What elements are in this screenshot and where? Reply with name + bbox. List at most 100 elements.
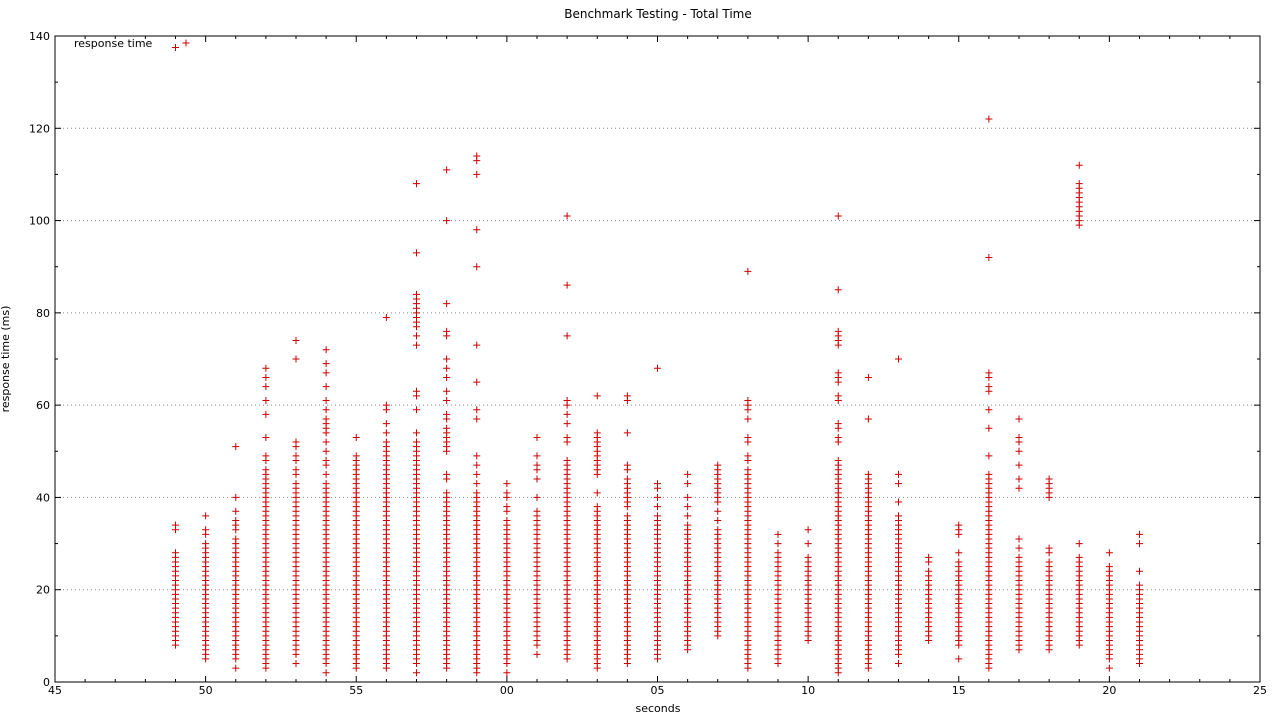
data-point [834, 212, 842, 220]
data-point [744, 415, 752, 423]
gridlines [55, 127, 1260, 591]
data-point [322, 669, 330, 677]
legend-marker [182, 39, 190, 47]
x-tick-label: 20 [1102, 684, 1116, 697]
data-point [864, 373, 872, 381]
data-point [1015, 438, 1023, 446]
data-point [292, 355, 300, 363]
data-point [563, 410, 571, 418]
x-tick-label: 10 [801, 684, 815, 697]
data-point [202, 530, 210, 538]
data-point [292, 470, 300, 478]
data-point [834, 378, 842, 386]
data-point [864, 664, 872, 672]
data-point [1136, 567, 1143, 575]
data-point [443, 447, 451, 455]
data-point [563, 420, 571, 428]
data-point [684, 646, 692, 654]
data-point [1015, 475, 1023, 483]
data-point [985, 387, 993, 395]
x-axis-label: seconds [636, 702, 681, 715]
data-point [684, 493, 692, 501]
data-point [533, 475, 541, 483]
data-point [895, 650, 902, 658]
data-point [563, 281, 571, 289]
data-point [262, 664, 270, 672]
data-point [413, 669, 420, 677]
data-point [413, 406, 420, 414]
data-point [714, 517, 722, 524]
data-point [262, 364, 270, 372]
data-point [774, 530, 782, 538]
data-point [503, 493, 511, 501]
data-point [262, 397, 270, 405]
data-point [684, 470, 692, 478]
data-point [322, 461, 330, 469]
x-tick-label: 45 [48, 684, 62, 697]
data-point [955, 655, 963, 663]
data-point [413, 341, 420, 349]
data-point [473, 226, 481, 234]
data-point [834, 669, 842, 677]
data-point [684, 512, 692, 520]
data-point [593, 470, 601, 478]
data-point [985, 115, 993, 123]
data-point [654, 484, 661, 492]
y-tick-label: 40 [36, 491, 50, 504]
data-point [744, 406, 752, 414]
data-point [895, 355, 902, 363]
data-point [774, 540, 782, 548]
data-point [262, 457, 270, 465]
data-point [443, 475, 451, 483]
data-point [623, 429, 631, 437]
data-point [322, 383, 330, 391]
data-point [1136, 530, 1143, 538]
x-axis: 45 50 55 00 05 10 15 20 25 [48, 36, 1267, 697]
data-point [322, 447, 330, 455]
data-point [834, 424, 842, 432]
data-point [443, 166, 451, 174]
data-point [322, 397, 330, 405]
data-point [262, 373, 270, 381]
x-tick-label: 25 [1253, 684, 1267, 697]
data-point [352, 664, 360, 672]
data-point [473, 452, 481, 460]
data-point [684, 503, 692, 511]
data-point [744, 664, 752, 672]
data-point [1015, 646, 1023, 654]
data-point [443, 364, 451, 372]
data-point [1075, 641, 1083, 649]
data-point [834, 438, 842, 446]
data-point [322, 438, 330, 446]
data-point [322, 406, 330, 414]
data-point [473, 157, 481, 165]
data-point [232, 507, 240, 515]
data-point [895, 498, 902, 506]
data-point [413, 249, 420, 257]
data-point [232, 664, 240, 672]
y-tick-label: 0 [43, 676, 50, 689]
legend-label: response time [74, 37, 153, 50]
data-point [744, 457, 752, 465]
data-point [1015, 535, 1023, 543]
data-point [714, 632, 722, 640]
data-point [473, 341, 481, 349]
data-point [563, 401, 571, 409]
data-point [172, 641, 179, 649]
data-point [593, 664, 601, 672]
data-point [1045, 646, 1053, 654]
data-point [473, 263, 481, 271]
y-axis: 0 20 40 60 80 100 120 140 [29, 30, 1260, 689]
data-point [834, 397, 842, 405]
data-point [322, 660, 330, 668]
y-tick-label: 20 [36, 584, 50, 597]
data-point [804, 526, 812, 534]
data-point [563, 212, 571, 220]
data-point [654, 364, 661, 372]
data-point [925, 558, 933, 566]
data-point [925, 636, 933, 644]
data-point [744, 438, 752, 446]
data-point [834, 341, 842, 349]
data-point [382, 420, 390, 428]
